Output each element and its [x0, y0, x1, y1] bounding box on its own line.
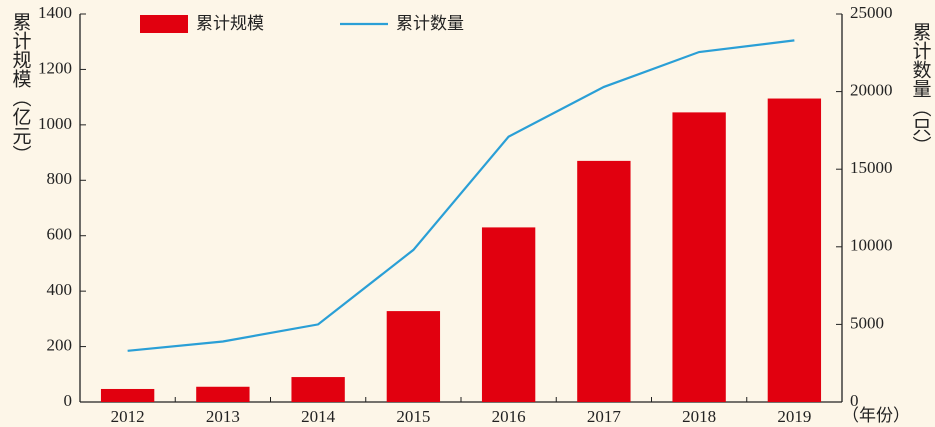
y2-tick-label: 20000 — [850, 81, 893, 100]
legend-swatch — [140, 15, 188, 33]
x-axis-title: （年份） — [842, 406, 910, 426]
y-tick-label: 600 — [47, 225, 73, 244]
bar — [100, 388, 155, 402]
x-tick-label: 2019 — [777, 407, 811, 426]
line — [127, 39, 795, 352]
y-tick-label: 800 — [47, 169, 73, 188]
bar — [767, 98, 822, 403]
legend-label: 累计规模 — [196, 14, 264, 34]
y2-tick-label: 0 — [850, 391, 859, 410]
legend-label: 累计数量 — [396, 14, 464, 34]
y-tick-label: 0 — [64, 391, 73, 410]
y2-tick-label: 5000 — [850, 313, 884, 332]
x-tick-label: 2018 — [682, 407, 716, 426]
x-tick-label: 2013 — [206, 407, 240, 426]
y-tick-label: 400 — [47, 280, 73, 299]
y-axis-title: 累计规模（亿元） — [10, 12, 32, 164]
x-tick-label: 2014 — [301, 407, 336, 426]
bar — [481, 227, 536, 402]
y2-tick-label: 25000 — [850, 3, 893, 22]
y2-axis-title: 累计数量（只） — [910, 22, 932, 155]
bar — [291, 377, 345, 402]
x-tick-label: 2016 — [492, 407, 526, 426]
y-tick-label: 200 — [47, 335, 73, 354]
bar — [577, 160, 631, 402]
y-tick-label: 1000 — [38, 114, 72, 133]
bar — [386, 311, 441, 402]
y-tick-label: 1400 — [38, 3, 72, 22]
y2-tick-label: 10000 — [850, 236, 893, 255]
bar — [196, 386, 250, 402]
bar — [672, 112, 726, 402]
x-tick-label: 2017 — [587, 407, 622, 426]
y2-tick-label: 15000 — [850, 158, 893, 177]
x-tick-label: 2015 — [396, 407, 430, 426]
y-tick-label: 1200 — [38, 58, 72, 77]
x-tick-label: 2012 — [111, 407, 145, 426]
